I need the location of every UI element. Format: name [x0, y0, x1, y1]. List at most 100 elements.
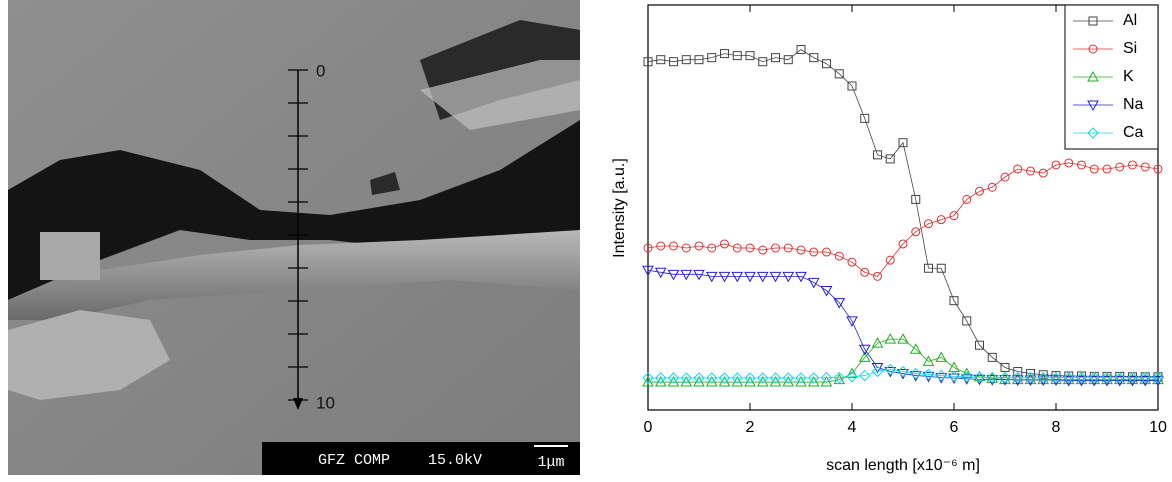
marker: [769, 271, 782, 283]
marker: [1089, 164, 1099, 174]
marker: [758, 57, 768, 67]
marker: [782, 271, 795, 283]
marker: [834, 69, 844, 79]
marker: [833, 371, 845, 384]
scale-start: 0: [316, 61, 325, 80]
marker: [1101, 375, 1113, 387]
marker: [884, 363, 896, 376]
marker: [745, 51, 755, 61]
legend-label: Si: [1123, 40, 1137, 57]
marker: [669, 241, 678, 251]
legend-label: Ca: [1123, 124, 1144, 141]
marker: [1152, 371, 1164, 384]
series-line: [648, 369, 1158, 379]
marker: [961, 371, 973, 383]
marker: [1050, 371, 1062, 384]
marker: [1102, 164, 1112, 174]
marker: [987, 182, 997, 192]
marker: [1075, 371, 1088, 384]
marker: [795, 372, 807, 384]
marker: [820, 371, 833, 384]
marker: [758, 245, 768, 255]
marker: [795, 271, 807, 283]
marker: [1139, 371, 1151, 384]
marker: [656, 241, 666, 251]
marker: [820, 376, 833, 387]
marker: [1115, 162, 1125, 172]
marker: [694, 55, 704, 65]
marker: [744, 271, 756, 283]
marker: [771, 243, 780, 253]
marker: [1088, 44, 1098, 54]
series-line: [647, 162, 1159, 277]
marker: [808, 372, 820, 384]
marker: [1038, 168, 1048, 178]
series-line: [648, 338, 1158, 383]
marker: [833, 298, 846, 309]
marker: [757, 372, 769, 384]
x-axis-label: scan length [x10⁻⁶ m]: [826, 457, 980, 474]
marker: [1075, 373, 1088, 385]
marker: [1088, 16, 1098, 26]
marker: [822, 247, 831, 257]
marker: [871, 365, 884, 378]
marker: [667, 376, 680, 387]
marker: [707, 53, 717, 63]
marker: [707, 243, 717, 253]
marker: [1063, 371, 1075, 384]
marker: [1126, 373, 1139, 385]
x-tick-label: 8: [1052, 419, 1061, 436]
marker: [846, 367, 858, 379]
marker: [705, 271, 718, 283]
marker: [1062, 373, 1075, 385]
marker: [669, 57, 678, 67]
marker: [681, 55, 691, 65]
marker: [706, 372, 718, 384]
marker: [897, 365, 909, 378]
marker: [1037, 373, 1050, 385]
marker: [1088, 375, 1101, 387]
marker: [986, 371, 998, 384]
marker: [720, 239, 729, 249]
marker: [795, 376, 807, 387]
marker: [731, 372, 743, 384]
marker: [909, 343, 922, 354]
marker: [884, 333, 897, 344]
marker: [1113, 375, 1126, 387]
marker: [1153, 164, 1163, 174]
marker: [935, 369, 947, 382]
marker: [643, 243, 653, 253]
marker: [860, 267, 870, 277]
marker: [859, 369, 871, 382]
marker: [680, 269, 693, 281]
marker: [1062, 375, 1075, 387]
legend-label: K: [1123, 68, 1134, 85]
marker: [1128, 160, 1137, 170]
marker: [858, 351, 871, 362]
marker: [822, 59, 831, 69]
plot-frame: [647, 4, 1159, 411]
x-tick-label: 0: [644, 419, 653, 436]
marker: [718, 271, 731, 283]
marker: [782, 376, 795, 387]
marker: [1152, 375, 1164, 387]
marker: [975, 340, 984, 350]
marker: [1051, 160, 1061, 170]
marker: [911, 227, 921, 237]
marker: [744, 372, 756, 384]
marker: [720, 49, 729, 59]
legend: Al Si K Na Ca: [1064, 4, 1159, 150]
marker: [1087, 127, 1099, 139]
marker: [1114, 371, 1126, 384]
marker: [1152, 373, 1164, 385]
marker: [693, 269, 705, 281]
marker: [718, 372, 731, 384]
marker: [871, 337, 884, 348]
marker: [898, 138, 908, 148]
marker: [846, 371, 858, 383]
marker: [1087, 70, 1099, 82]
marker: [910, 367, 922, 380]
x-tick-label: 6: [950, 419, 959, 436]
marker: [680, 376, 693, 387]
marker: [1139, 375, 1152, 387]
